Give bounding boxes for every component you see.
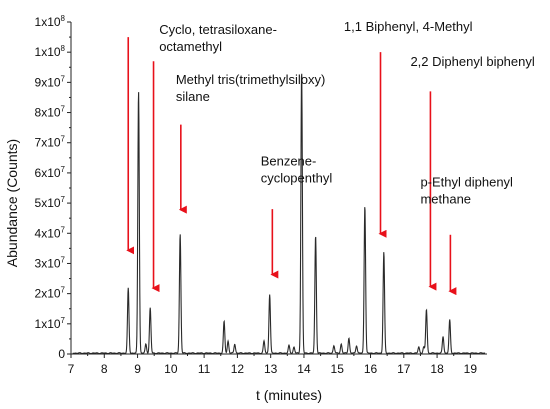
y-tick-label: 4x107 [35,225,66,240]
x-tick-label: 17 [397,362,411,376]
x-tick-label: 9 [134,362,141,376]
chromatogram-trace [72,73,486,355]
y-tick-label: 2x107 [35,286,66,301]
x-tick-label: 15 [331,362,345,376]
y-tick-label: 7x107 [35,135,66,150]
y-tick-label: 9x107 [35,74,66,89]
y-tick-layer: 0 1x107 2x107 3x107 4x107 5x107 6x107 7x107 8x10… [35,14,71,361]
annotation-label: Cyclo, tetrasiloxane-octamethyl [159,22,277,54]
series-layer [72,73,486,355]
x-tick-label: 11 [198,362,211,376]
y-tick-label: 1x107 [35,316,66,331]
y-tick-label: 8x107 [35,105,66,120]
y-tick-label: 5x107 [35,195,66,210]
annotation-label: 2,2 Diphenyl biphenyl [410,54,534,69]
x-tick-label: 10 [164,362,178,376]
annotation-label: p-Ethyl diphenyl methane [420,174,513,206]
x-tick-label: 13 [264,362,278,376]
y-tick-label: 1x108 [35,44,66,59]
x-axis-title: t (minutes) [256,387,322,403]
x-tick-label: 14 [297,362,311,376]
x-tick-label: 7 [68,362,75,376]
annotation-layer: Cyclo, trisiloxane-hexamethylCyclo, tetr… [126,19,535,296]
y-axis-title: Abundance (Counts) [4,139,20,267]
y-tick-label: 3x107 [35,255,66,270]
annotation-label: Benzene-cyclopenthyl [261,153,333,185]
x-tick-label: 19 [464,362,478,376]
y-tick-label: 1x108 [35,14,66,29]
x-tick-label: 16 [364,362,378,376]
y-tick-label: 0 [58,347,65,361]
annotation-label: 1,1 Biphenyl, 4-Methyl [344,19,473,34]
x-tick-label: 8 [101,362,108,376]
y-tick-label: 6x107 [35,165,66,180]
annotation-label: Methyl tris(trimethylsiloxy) silane [176,72,326,104]
x-tick-label: 18 [430,362,444,376]
x-tick-layer: 7 8 9 10 11 12 13 14 15 16 17 18 19 [68,354,478,376]
x-tick-label: 12 [231,362,245,376]
